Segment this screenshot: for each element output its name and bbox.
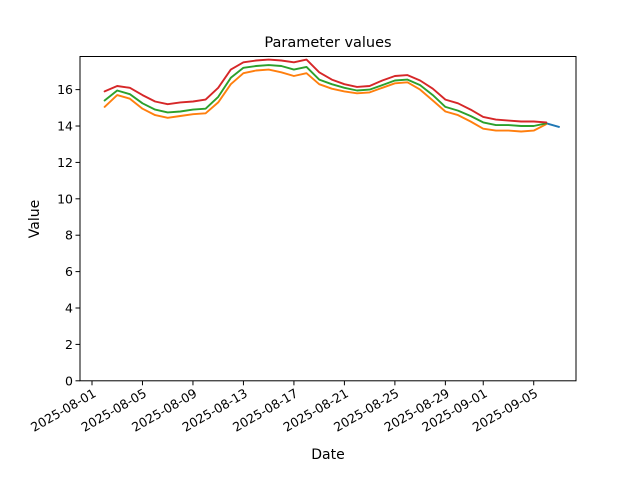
series-line-red: [103, 58, 548, 124]
series-line-green: [103, 64, 548, 127]
y-axis-label: Value: [27, 200, 43, 238]
axes-frame: [79, 56, 577, 382]
x-axis-label: Date: [311, 447, 344, 463]
y-tick-label: 10: [57, 191, 73, 206]
y-tick-label: 12: [57, 155, 73, 170]
y-tick-label: 16: [57, 82, 73, 97]
chart-title: Parameter values: [264, 35, 391, 51]
y-tick-label: 6: [65, 264, 73, 279]
series-line-blue: [545, 122, 560, 128]
series-line-orange: [103, 68, 548, 133]
y-tick-label: 0: [65, 373, 73, 388]
y-tick-label: 2: [65, 337, 73, 352]
y-tick-label: 14: [57, 119, 73, 134]
plot-area: 2025-08-012025-08-052025-08-092025-08-13…: [28, 56, 577, 435]
y-tick-label: 8: [65, 228, 73, 243]
y-tick-label: 4: [65, 301, 73, 316]
